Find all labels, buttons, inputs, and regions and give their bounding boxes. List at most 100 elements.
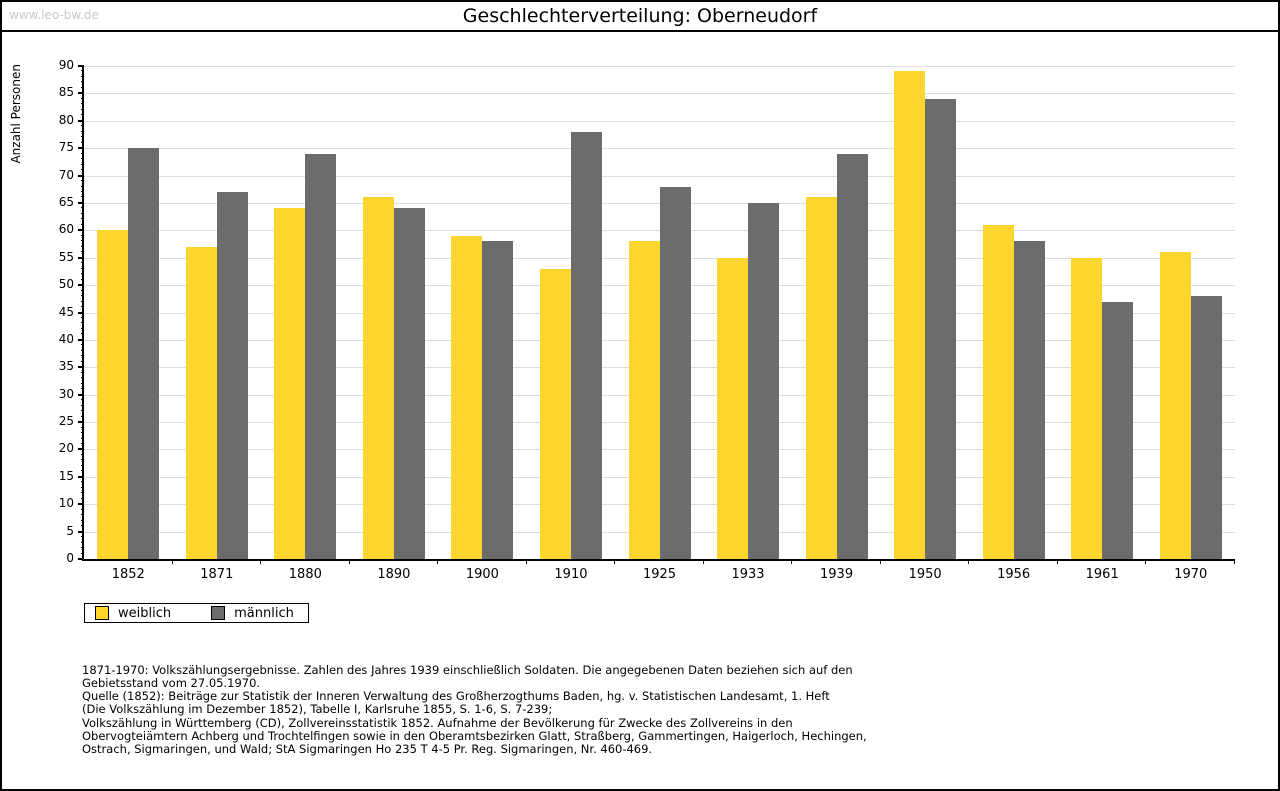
- y-axis-tick: [78, 311, 84, 314]
- gridline: [84, 93, 1235, 95]
- caption-lines: 1871-1970: Volkszählungsergebnisse. Zahl…: [82, 663, 867, 757]
- x-tick-label: 1852: [111, 567, 145, 582]
- y-axis-minor-tick: [81, 218, 84, 220]
- bar-weiblich-1900: [451, 235, 483, 559]
- y-tick-label: 30: [58, 386, 74, 401]
- x-tick-label: 1956: [997, 567, 1031, 582]
- y-axis-minor-tick: [81, 322, 84, 324]
- bar-männlich-1925: [659, 186, 691, 559]
- y-axis-tick: [78, 503, 84, 506]
- y-axis-minor-tick: [81, 158, 84, 160]
- x-tick-label: 1890: [377, 567, 411, 582]
- gridline: [84, 148, 1235, 150]
- caption-line: Gebietsstand vom 27.05.1970.: [82, 675, 261, 690]
- y-axis-tick: [78, 338, 84, 341]
- y-axis-minor-tick: [81, 86, 84, 88]
- x-axis-tick: [260, 559, 262, 564]
- y-axis-minor-tick: [81, 169, 84, 171]
- y-axis-minor-tick: [81, 333, 84, 335]
- y-axis-tick: [78, 229, 84, 232]
- y-axis-minor-tick: [81, 470, 84, 472]
- y-axis-minor-tick: [81, 136, 84, 138]
- y-axis-minor-tick: [81, 459, 84, 461]
- bar-männlich-1871: [216, 192, 248, 559]
- y-axis-tick: [78, 284, 84, 287]
- y-tick-label: 65: [58, 194, 74, 209]
- bar-männlich-1961: [1102, 301, 1134, 559]
- y-axis-minor-tick: [81, 207, 84, 209]
- y-axis-minor-tick: [81, 185, 84, 187]
- x-tick-label: 1950: [908, 567, 942, 582]
- bar-weiblich-1852: [97, 230, 129, 559]
- y-tick-label: 35: [58, 359, 74, 374]
- y-axis-minor-tick: [81, 464, 84, 466]
- caption-line: Ostrach, Sigmaringen, und Wald; StA Sigm…: [82, 742, 653, 757]
- x-tick-label: 1925: [642, 567, 677, 582]
- bar-weiblich-1880: [274, 208, 306, 559]
- y-axis-minor-tick: [81, 81, 84, 83]
- y-tick-label: 90: [58, 58, 74, 72]
- x-axis-tick: [614, 559, 616, 564]
- y-axis-tick: [78, 530, 84, 533]
- bar-weiblich-1961: [1071, 257, 1103, 559]
- y-axis-minor-tick: [81, 552, 84, 554]
- y-axis-minor-tick: [81, 295, 84, 297]
- y-tick-label: 55: [58, 249, 74, 264]
- x-axis-tick: [1056, 559, 1058, 564]
- bar-weiblich-1950: [894, 71, 926, 559]
- y-axis-minor-tick: [81, 108, 84, 110]
- legend-item-maennlich: männlich: [211, 606, 294, 621]
- y-axis-minor-tick: [81, 180, 84, 182]
- x-tick-label: 1970: [1174, 567, 1208, 582]
- y-axis-tick: [78, 366, 84, 369]
- y-axis-minor-tick: [81, 497, 84, 499]
- y-axis-minor-tick: [81, 355, 84, 357]
- y-axis-minor-tick: [81, 453, 84, 455]
- y-tick-label: 10: [58, 496, 74, 511]
- y-axis-minor-tick: [81, 196, 84, 198]
- y-tick-label: 60: [58, 222, 74, 237]
- bar-weiblich-1933: [717, 257, 749, 559]
- y-axis-minor-tick: [81, 426, 84, 428]
- y-axis-minor-tick: [81, 382, 84, 384]
- y-axis-minor-tick: [81, 410, 84, 412]
- y-axis-minor-tick: [81, 316, 84, 318]
- y-axis-minor-tick: [81, 103, 84, 105]
- gridline: [84, 66, 1235, 67]
- gridline: [84, 120, 1235, 122]
- y-axis-minor-tick: [81, 130, 84, 132]
- x-tick-label: 1910: [554, 567, 588, 582]
- bar-männlich-1852: [128, 148, 160, 559]
- y-tick-label: 40: [58, 331, 74, 346]
- bar-männlich-1950: [925, 98, 957, 559]
- legend-label-maennlich: männlich: [234, 605, 294, 621]
- x-axis-tick: [1234, 559, 1235, 564]
- y-axis-minor-tick: [81, 525, 84, 527]
- y-tick-label: 85: [58, 85, 74, 100]
- x-axis-tick: [1145, 559, 1147, 564]
- y-axis-minor-tick: [81, 223, 84, 225]
- x-tick-label: 1939: [820, 567, 854, 582]
- x-tick-label: 1961: [1085, 567, 1119, 582]
- x-tick-label: 1900: [465, 567, 499, 582]
- bar-männlich-1910: [570, 131, 602, 559]
- y-axis-minor-tick: [81, 289, 84, 291]
- y-axis-minor-tick: [81, 349, 84, 351]
- y-axis-minor-tick: [81, 399, 84, 401]
- bar-weiblich-1871: [185, 246, 217, 559]
- y-axis-minor-tick: [81, 152, 84, 154]
- y-tick-label: 50: [58, 277, 74, 292]
- y-axis-minor-tick: [81, 377, 84, 379]
- y-axis-minor-tick: [81, 70, 84, 72]
- y-tick-label: 25: [58, 414, 74, 429]
- bar-männlich-1956: [1013, 241, 1045, 559]
- y-axis-minor-tick: [81, 360, 84, 362]
- x-axis-tick: [525, 559, 527, 564]
- legend-swatch-weiblich: [95, 606, 109, 620]
- x-axis-tick: [348, 559, 350, 564]
- caption-line: Obervogteiämtern Achberg und Trochtelfin…: [82, 729, 867, 744]
- y-tick-label: 15: [58, 468, 74, 483]
- x-tick-label: 1880: [288, 567, 322, 582]
- bar-weiblich-1956: [982, 224, 1014, 559]
- y-axis-tick: [78, 558, 84, 560]
